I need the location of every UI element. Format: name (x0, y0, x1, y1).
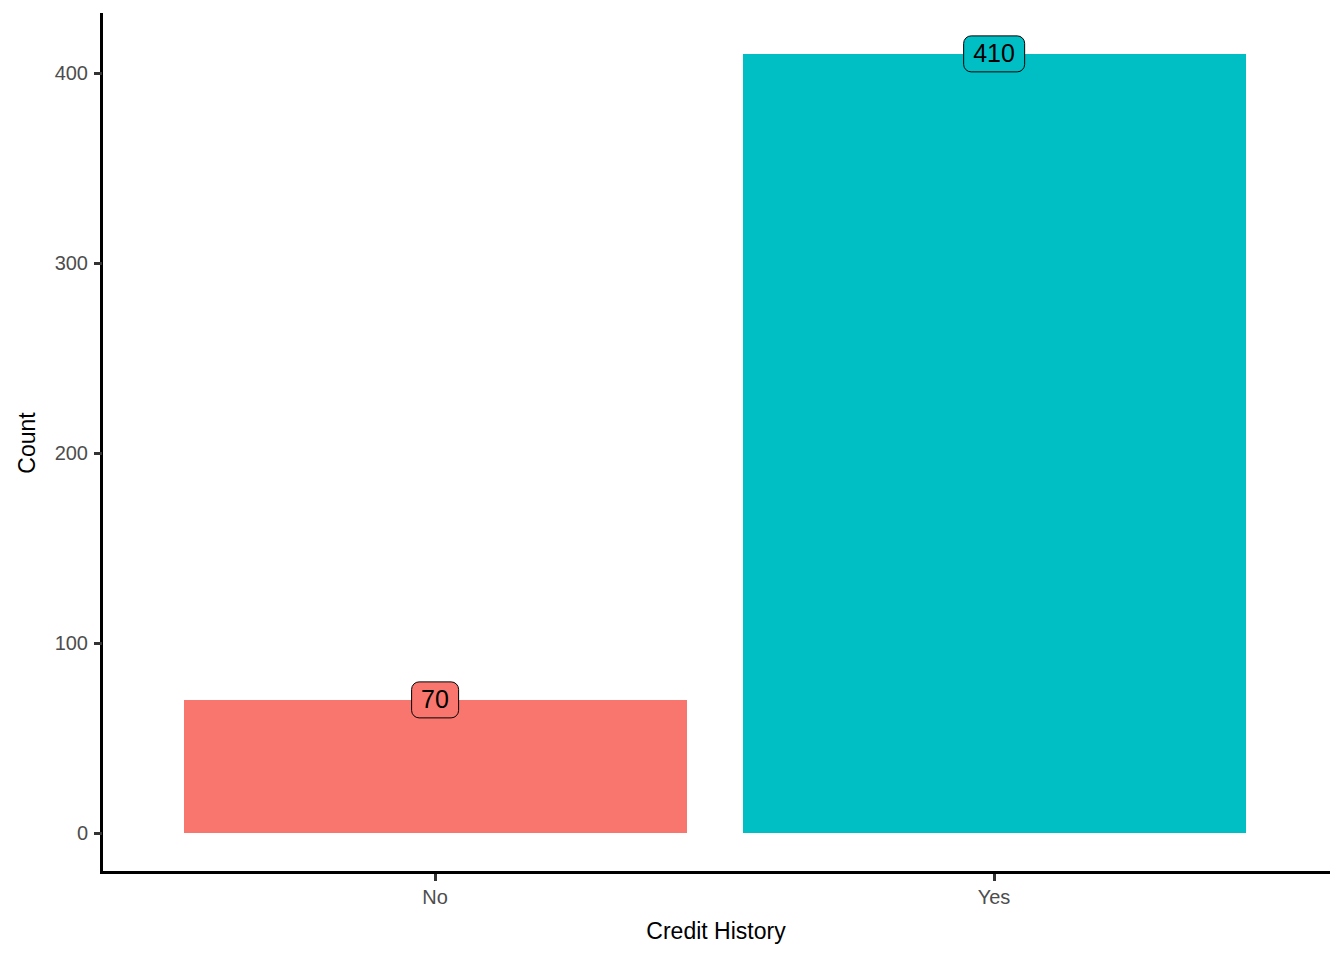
y-axis-title: Count (13, 143, 41, 743)
x-tick-label-no: No (375, 885, 495, 909)
bar-yes (743, 54, 1246, 833)
bar-no (184, 700, 687, 833)
y-tick-label: 400 (26, 61, 88, 85)
y-tick-mark (94, 262, 102, 265)
y-tick-mark (94, 642, 102, 645)
y-axis-line (100, 13, 103, 874)
x-axis-title: Credit History (416, 917, 1016, 945)
x-axis-line (100, 871, 1330, 874)
y-tick-mark (94, 452, 102, 455)
y-tick-mark (94, 832, 102, 835)
x-tick-mark (993, 874, 996, 881)
x-tick-mark (434, 874, 437, 881)
bar-chart-figure: 0100200300400 70410 NoYes Credit History… (0, 0, 1344, 960)
y-tick-mark (94, 72, 102, 75)
y-tick-label: 0 (26, 821, 88, 845)
x-tick-label-yes: Yes (934, 885, 1054, 909)
bar-value-label-no: 70 (411, 681, 459, 718)
bar-value-label-yes: 410 (963, 35, 1025, 72)
